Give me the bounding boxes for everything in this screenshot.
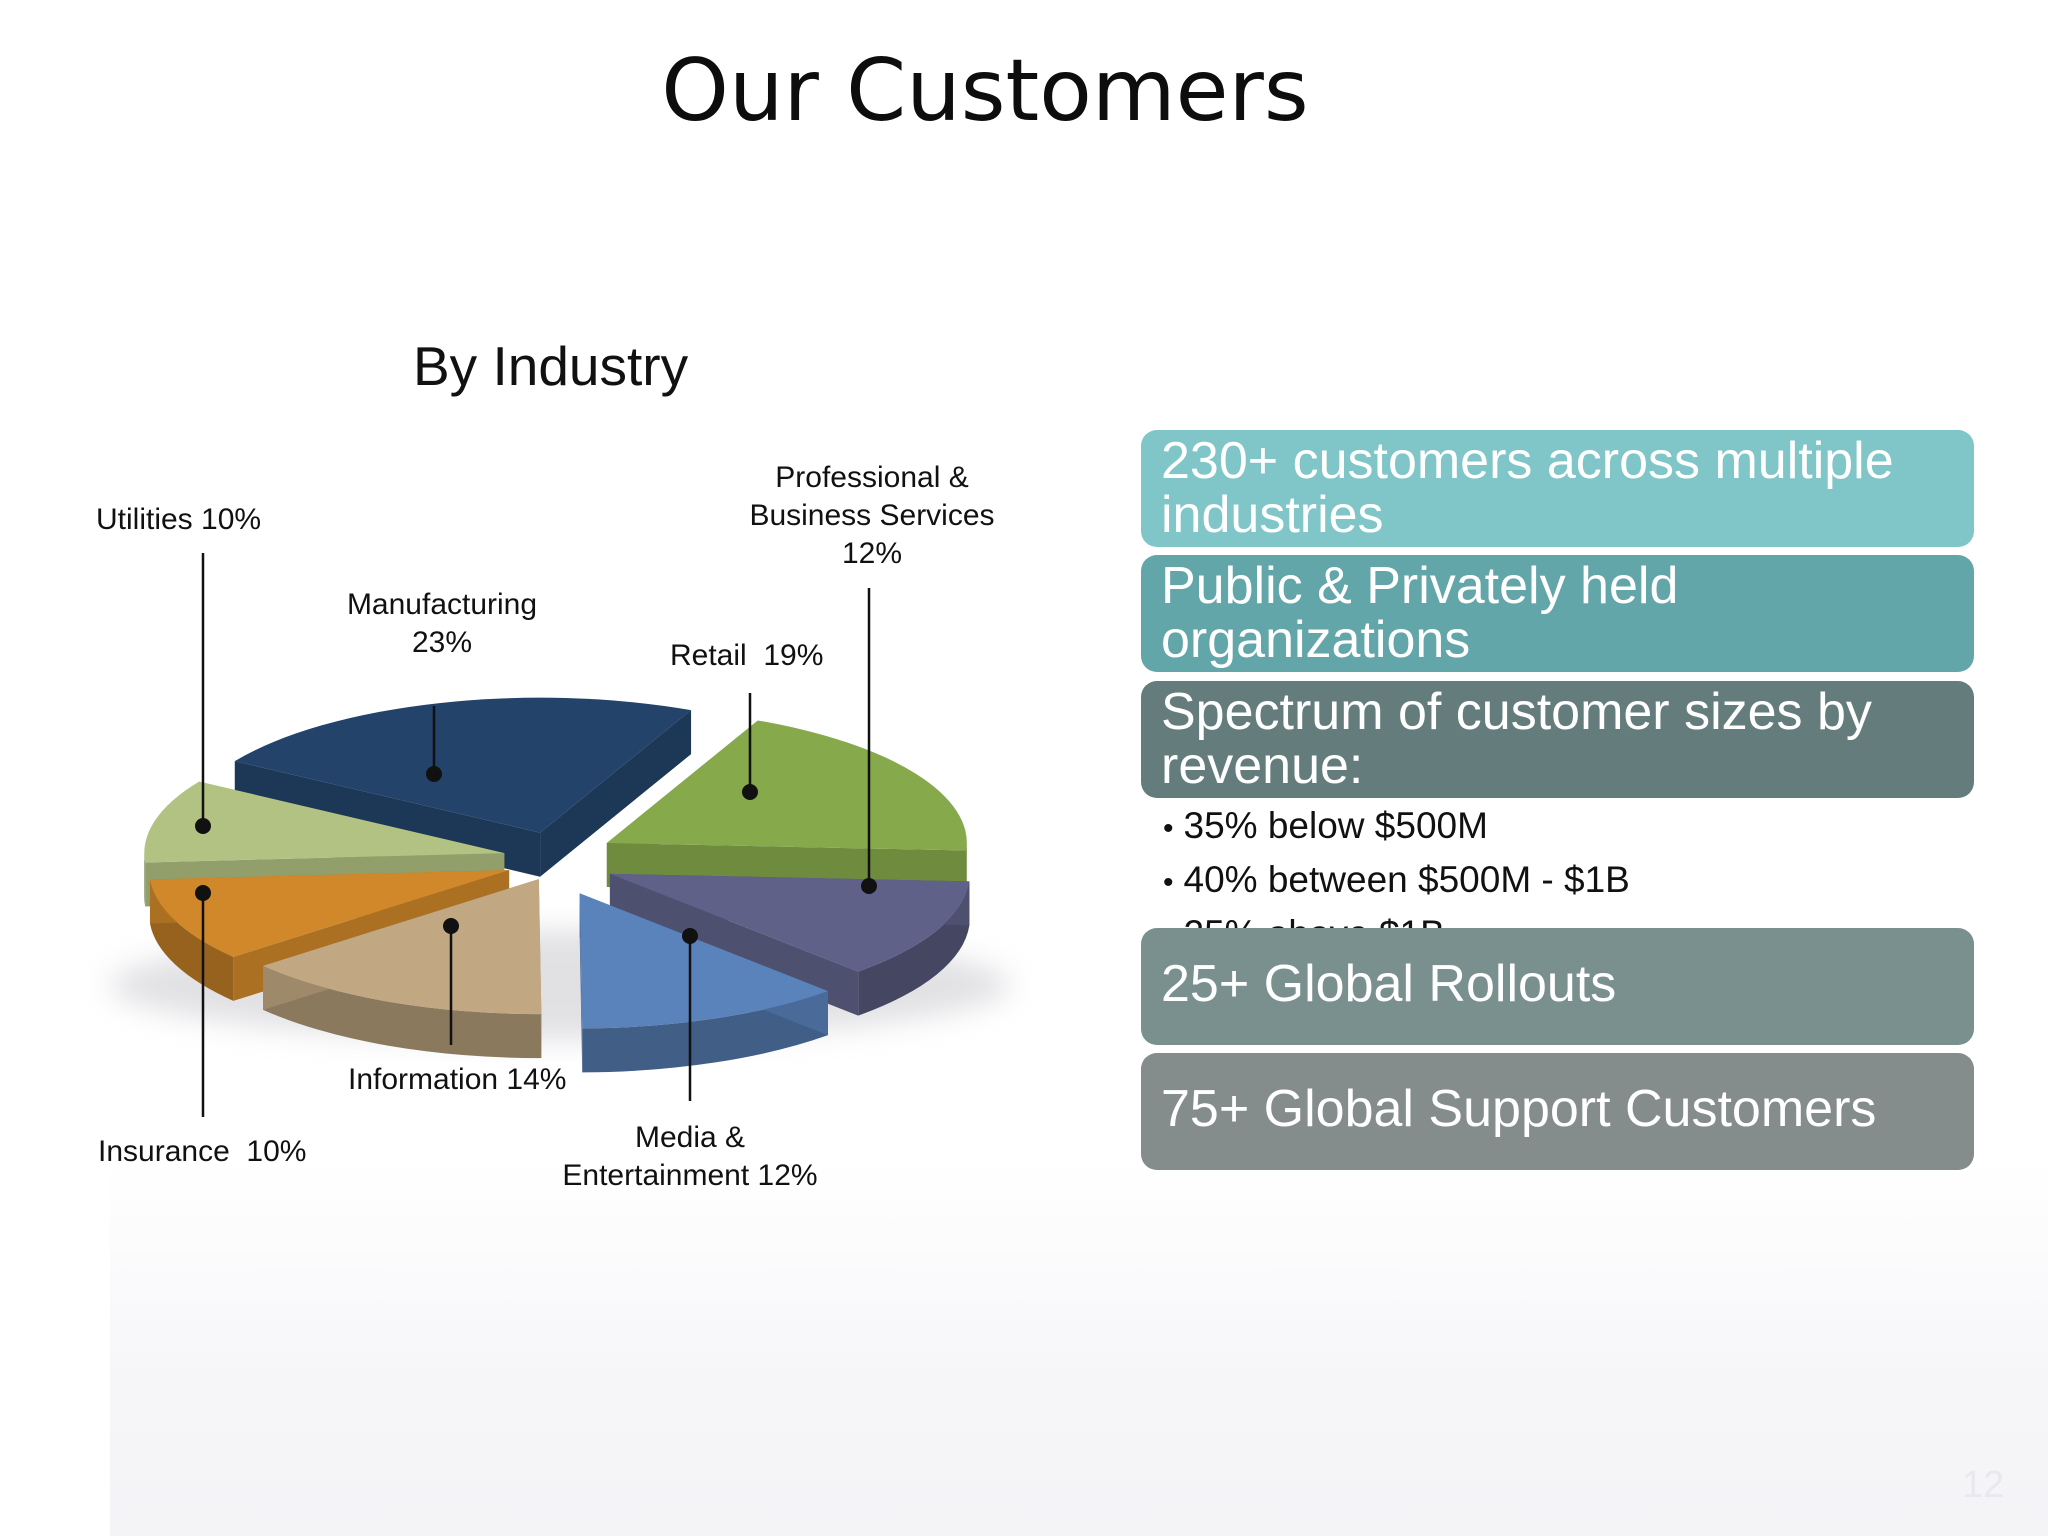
pie-slice-media-entertainment	[579, 893, 828, 1073]
label-media-line1: Media &	[634, 1121, 746, 1154]
revenue-bullet-list: 35% below $500M 40% between $500M - $1B …	[1163, 800, 1963, 928]
label-information: Information 14%	[348, 1061, 566, 1099]
label-professional-value: 12%	[841, 537, 903, 571]
label-manufacturing: Manufacturing 23%	[332, 586, 552, 662]
label-media-line2: Entertainment	[562, 1159, 750, 1193]
leader-dot	[195, 885, 211, 901]
slide-page-number: 12	[1962, 1464, 2005, 1506]
pie-slice-side	[263, 965, 542, 1059]
pie-slice-information	[263, 879, 542, 1059]
slide-background-shade	[110, 1160, 2048, 1536]
label-media-entertainment: Media & Entertainment 12%	[540, 1119, 840, 1195]
label-media-value: 12%	[757, 1159, 818, 1193]
box-global-rollouts: 25+ Global Rollouts	[1141, 928, 1974, 1045]
pie-slice-cut-face	[579, 893, 583, 1073]
box-customer-sizes: Spectrum of customer sizes by revenue:	[1141, 681, 1974, 798]
label-retail-name: Retail	[670, 639, 747, 672]
bullet-item: 40% between $500M - $1B	[1163, 854, 1963, 908]
leader-lines	[195, 553, 877, 1117]
slide-title: Our Customers	[661, 41, 1309, 141]
label-utilities-value: 10%	[201, 503, 262, 536]
pie-slice-top	[606, 720, 967, 851]
label-utilities-name: Utilities	[96, 503, 193, 536]
box-global-support: 75+ Global Support Customers	[1141, 1053, 1974, 1170]
box-public-private: Public & Privately held organizations	[1141, 555, 1974, 672]
pie-slice-top	[234, 697, 692, 833]
pie-slice-top	[609, 873, 970, 972]
label-retail-value: 19%	[763, 639, 824, 672]
pie-slice-side	[582, 991, 828, 1073]
leader-dot	[742, 784, 758, 800]
label-information-name: Information	[348, 1063, 499, 1096]
label-retail: Retail 19%	[670, 637, 823, 675]
pie-slice-top	[149, 870, 510, 957]
leader-dot	[443, 918, 459, 934]
leader-dot	[682, 928, 698, 944]
chart-title: By Industry	[413, 335, 689, 397]
label-professional-line1: Professional &	[775, 461, 969, 494]
label-manufacturing-name: Manufacturing	[346, 588, 538, 621]
pie-slice-side	[858, 881, 970, 1016]
box-customers-count: 230+ customers across multiple industrie…	[1141, 430, 1974, 547]
label-media-line2-wrap: Entertainment 12%	[540, 1157, 840, 1195]
pie-slices	[144, 697, 970, 1073]
pie-slice-side	[149, 879, 234, 1001]
label-insurance: Insurance 10%	[98, 1133, 306, 1171]
label-manufacturing-value: 23%	[411, 626, 473, 660]
leader-dot	[861, 878, 877, 894]
label-insurance-name: Insurance	[98, 1135, 230, 1168]
bullet-item: 35% below $500M	[1163, 800, 1963, 854]
leader-dot	[195, 818, 211, 834]
label-information-value: 14%	[506, 1063, 567, 1096]
pie-slice-top	[144, 781, 505, 863]
pie-slice-top	[579, 893, 828, 1029]
bullet-item: 25% above $1B	[1163, 908, 1963, 928]
label-professional-line2: Business Services	[749, 499, 995, 533]
pie-slice-cut-face	[540, 710, 692, 877]
label-utilities: Utilities 10%	[96, 501, 261, 539]
label-professional-services: Professional & Business Services 12%	[722, 459, 1022, 573]
leader-dot	[426, 766, 442, 782]
pie-slice-top	[263, 879, 542, 1015]
pie-slice-side	[144, 853, 146, 907]
label-insurance-value: 10%	[246, 1135, 307, 1168]
